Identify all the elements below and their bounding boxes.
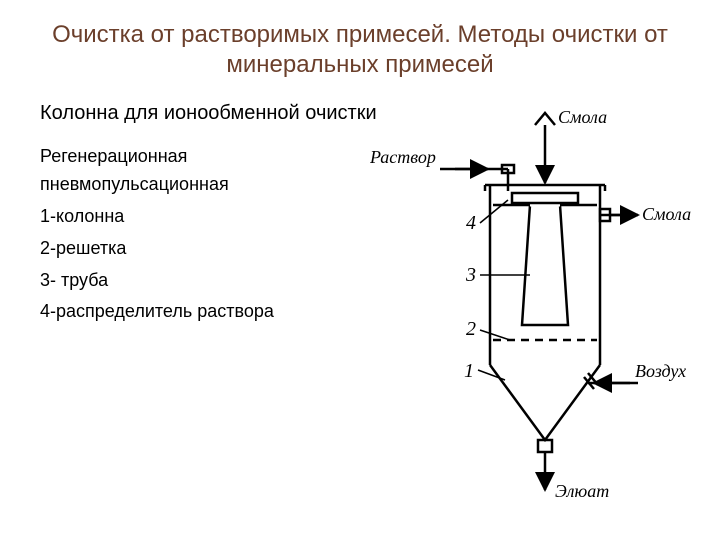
diagram-label-bottom: Элюат [555, 481, 609, 501]
column-diagram: Смола Раствор Смола Воздух Элюат 4 3 2 1 [370, 105, 700, 505]
slide-title: Очистка от растворимых примесей. Методы … [40, 20, 680, 80]
diagram-label-top: Смола [558, 107, 607, 127]
description-item: 1-колонна [40, 203, 380, 231]
diagram-num-1: 1 [464, 360, 474, 382]
diagram-label-right-bottom: Воздух [635, 361, 686, 381]
description-item: 2-решетка [40, 235, 380, 263]
description-item: 4-распределитель раствора [40, 298, 380, 326]
diagram-label-right-top: Смола [642, 204, 691, 224]
diagram-num-4: 4 [466, 212, 476, 234]
description-column: Регенерационная пневмопульсационная 1-ко… [40, 143, 380, 330]
description-item: 3- труба [40, 267, 380, 295]
diagram-num-3: 3 [465, 264, 476, 286]
diagram-num-2: 2 [466, 318, 476, 340]
description-heading: Регенерационная пневмопульсационная [40, 143, 380, 199]
diagram-label-left: Раствор [370, 147, 436, 167]
